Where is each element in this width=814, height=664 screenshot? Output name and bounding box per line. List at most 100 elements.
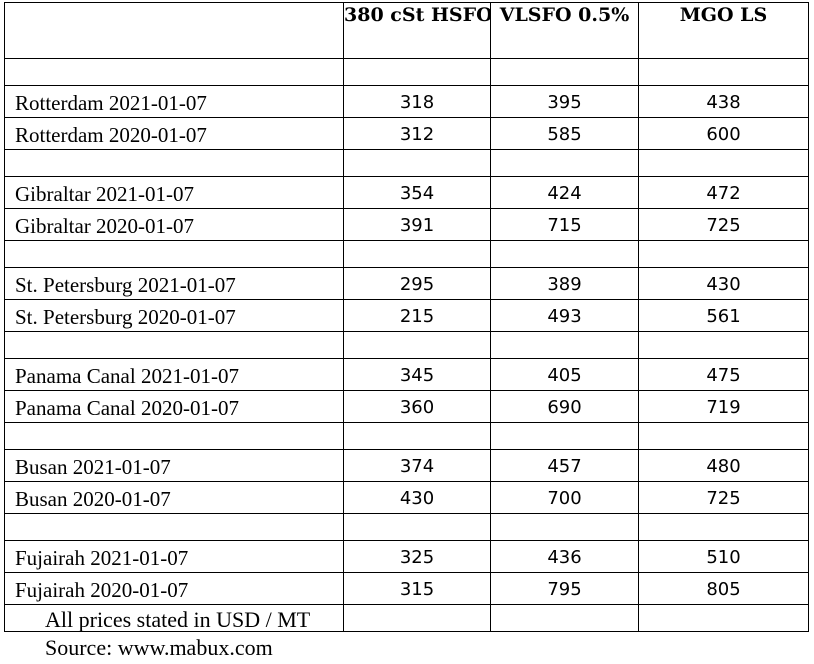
empty-cell [343, 240, 491, 268]
port-name: St. Petersburg [15, 273, 133, 297]
empty-cell [490, 422, 639, 450]
spacer-row [4, 58, 809, 86]
table-row: St. Petersburg 2020-01-07 215 493 561 [4, 299, 809, 332]
empty-cell [4, 513, 344, 541]
spacer-row [4, 331, 809, 359]
location-cell: Rotterdam 2021-01-07 [4, 85, 344, 118]
hsfo-price-cell: 312 [343, 117, 491, 150]
spacer-row [4, 422, 809, 450]
table-row: Gibraltar 2021-01-07 354 424 472 [4, 176, 809, 209]
empty-cell [490, 604, 639, 632]
price-date: 2021-01-07 [96, 182, 195, 206]
header-cell-vlsfo: VLSFO 0.5% [490, 2, 639, 59]
port-name: Rotterdam [15, 123, 104, 147]
price-date: 2020-01-07 [108, 123, 207, 147]
empty-cell [4, 604, 344, 632]
empty-cell [343, 58, 491, 86]
mgo-price-cell: 719 [638, 390, 809, 423]
mgo-price-cell: 805 [638, 572, 809, 605]
empty-cell [638, 513, 809, 541]
empty-cell [4, 240, 344, 268]
mgo-price-cell: 472 [638, 176, 809, 209]
vlsfo-price-cell: 395 [490, 85, 639, 118]
price-date: 2021-01-07 [72, 455, 171, 479]
table-row: Panama Canal 2020-01-07 360 690 719 [4, 390, 809, 423]
location-cell: Busan 2020-01-07 [4, 481, 344, 514]
header-cell-hsfo: 380 cSt HSFO [343, 2, 491, 59]
vlsfo-price-cell: 700 [490, 481, 639, 514]
hsfo-price-cell: 430 [343, 481, 491, 514]
vlsfo-price-cell: 457 [490, 449, 639, 482]
table-row: Fujairah 2021-01-07 325 436 510 [4, 540, 809, 573]
price-date: 2020-01-07 [96, 214, 195, 238]
vlsfo-price-cell: 436 [490, 540, 639, 573]
empty-cell [4, 149, 344, 177]
price-date: 2021-01-07 [137, 273, 236, 297]
price-date: 2020-01-07 [72, 487, 171, 511]
empty-cell [343, 331, 491, 359]
empty-cell [490, 240, 639, 268]
port-name: Panama Canal [15, 396, 136, 420]
location-cell: Gibraltar 2021-01-07 [4, 176, 344, 209]
price-date: 2020-01-07 [137, 305, 236, 329]
port-name: Busan [15, 455, 68, 479]
vlsfo-price-cell: 424 [490, 176, 639, 209]
hsfo-price-cell: 325 [343, 540, 491, 573]
empty-cell [4, 331, 344, 359]
price-date: 2020-01-07 [90, 578, 189, 602]
mgo-price-cell: 561 [638, 299, 809, 332]
mgo-price-cell: 510 [638, 540, 809, 573]
table-row: Fujairah 2020-01-07 315 795 805 [4, 572, 809, 605]
location-cell: St. Petersburg 2021-01-07 [4, 267, 344, 300]
mgo-price-cell: 438 [638, 85, 809, 118]
port-name: Fujairah [15, 546, 85, 570]
port-name: Panama Canal [15, 364, 136, 388]
table-row: Gibraltar 2020-01-07 391 715 725 [4, 208, 809, 241]
header-cell-location [4, 2, 344, 59]
empty-cell [343, 422, 491, 450]
hsfo-price-cell: 215 [343, 299, 491, 332]
port-name: Fujairah [15, 578, 85, 602]
location-cell: Gibraltar 2020-01-07 [4, 208, 344, 241]
hsfo-price-cell: 295 [343, 267, 491, 300]
empty-cell [638, 422, 809, 450]
bunker-prices-table: 380 cSt HSFO VLSFO 0.5% MGO LS Rotterdam… [4, 2, 809, 632]
vlsfo-price-cell: 493 [490, 299, 639, 332]
spacer-row [4, 604, 809, 632]
mgo-price-cell: 725 [638, 208, 809, 241]
mgo-price-cell: 480 [638, 449, 809, 482]
empty-cell [4, 58, 344, 86]
empty-cell [490, 513, 639, 541]
location-cell: Rotterdam 2020-01-07 [4, 117, 344, 150]
empty-cell [343, 513, 491, 541]
vlsfo-price-cell: 795 [490, 572, 639, 605]
table-row: Busan 2020-01-07 430 700 725 [4, 481, 809, 514]
empty-cell [638, 331, 809, 359]
spacer-row [4, 513, 809, 541]
location-cell: Fujairah 2020-01-07 [4, 572, 344, 605]
mgo-price-cell: 475 [638, 358, 809, 391]
price-date: 2020-01-07 [140, 396, 239, 420]
empty-cell [343, 604, 491, 632]
port-name: Gibraltar [15, 214, 91, 238]
vlsfo-price-cell: 389 [490, 267, 639, 300]
empty-cell [638, 240, 809, 268]
mgo-price-cell: 725 [638, 481, 809, 514]
vlsfo-price-cell: 405 [490, 358, 639, 391]
location-cell: Panama Canal 2021-01-07 [4, 358, 344, 391]
table-row: Panama Canal 2021-01-07 345 405 475 [4, 358, 809, 391]
price-date: 2021-01-07 [108, 91, 207, 115]
table-row: St. Petersburg 2021-01-07 295 389 430 [4, 267, 809, 300]
footer: All prices stated in USD / MT Source: ww… [45, 606, 310, 662]
footer-note: All prices stated in USD / MT [45, 607, 311, 632]
port-name: Rotterdam [15, 91, 104, 115]
footer-source: Source: www.mabux.com [45, 635, 273, 660]
port-name: Gibraltar [15, 182, 91, 206]
empty-cell [4, 422, 344, 450]
empty-cell [638, 604, 809, 632]
empty-cell [638, 149, 809, 177]
spacer-row [4, 149, 809, 177]
location-cell: Fujairah 2021-01-07 [4, 540, 344, 573]
table-row: Rotterdam 2020-01-07 312 585 600 [4, 117, 809, 150]
mgo-price-cell: 600 [638, 117, 809, 150]
